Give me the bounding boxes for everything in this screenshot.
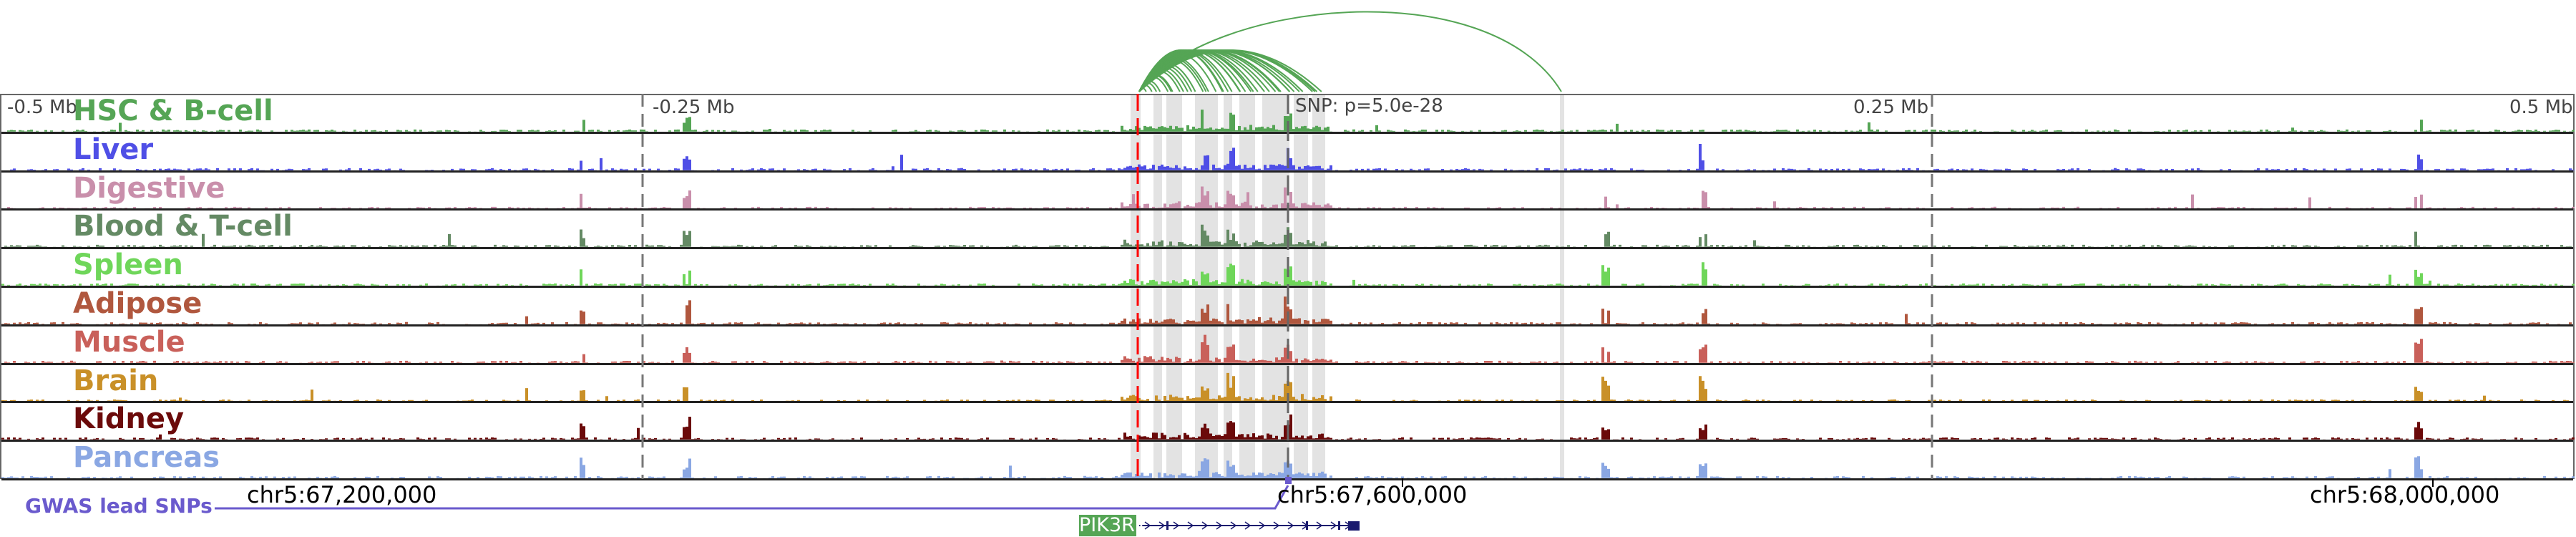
ruler-tick-label: 0.25 Mb	[1853, 97, 1929, 118]
gwas-snp-marker	[1285, 477, 1292, 484]
track-label: Pancreas	[73, 441, 220, 475]
signal-bars	[7, 110, 2575, 132]
signal-plot	[4, 326, 2575, 363]
gene-model-pik3r1	[1139, 521, 1360, 531]
track-label: Kidney	[73, 402, 185, 436]
signal-bars	[4, 334, 2575, 363]
gwas-track-label: GWAS lead SNPs	[25, 494, 213, 518]
signal-bars	[4, 225, 2575, 248]
coordinate-label: chr5:68,000,000	[2310, 481, 2500, 508]
track-muscle: Muscle	[1, 325, 2575, 365]
loop-arc	[1138, 49, 1322, 92]
track-label: Brain	[73, 364, 159, 397]
chromatin-loop-arcs	[1138, 11, 1562, 92]
signal-plot	[7, 95, 2575, 132]
signal-plot	[1, 288, 2572, 324]
snp-pvalue-label: SNP: p=5.0e-28	[1295, 95, 1443, 117]
coordinate-label: chr5:67,200,000	[247, 481, 437, 508]
ruler-tick-label: -0.5 Mb	[7, 97, 77, 118]
signal-plot	[7, 133, 2575, 170]
track-label: Spleen	[73, 248, 183, 282]
signal-plot	[4, 211, 2575, 248]
track-label: Adipose	[73, 287, 203, 320]
signal-bars	[1, 296, 2572, 324]
signal-bars	[7, 143, 2575, 170]
track-label: Liver	[73, 132, 154, 166]
coordinate-label: chr5:67,600,000	[1277, 481, 1468, 508]
signal-bars	[4, 186, 2575, 209]
track-label: Muscle	[73, 325, 185, 359]
track-label: Blood & T-cell	[73, 210, 293, 243]
signal-plot	[4, 172, 2575, 209]
ruler-tick-label: -0.25 Mb	[653, 97, 735, 118]
gwas-connector-line	[215, 485, 1289, 510]
signal-plot	[1, 364, 2569, 402]
ruler-tick-label: 0.5 Mb	[2509, 97, 2573, 118]
loop-arc-long	[1138, 11, 1562, 92]
track-label: HSC & B-cell	[73, 95, 273, 127]
track-label: Digestive	[73, 171, 225, 205]
signal-bars	[1, 372, 2569, 402]
gene-label-pik3r1[interactable]: PIK3R1	[1079, 514, 1148, 536]
track-liver: Liver	[1, 132, 2575, 173]
